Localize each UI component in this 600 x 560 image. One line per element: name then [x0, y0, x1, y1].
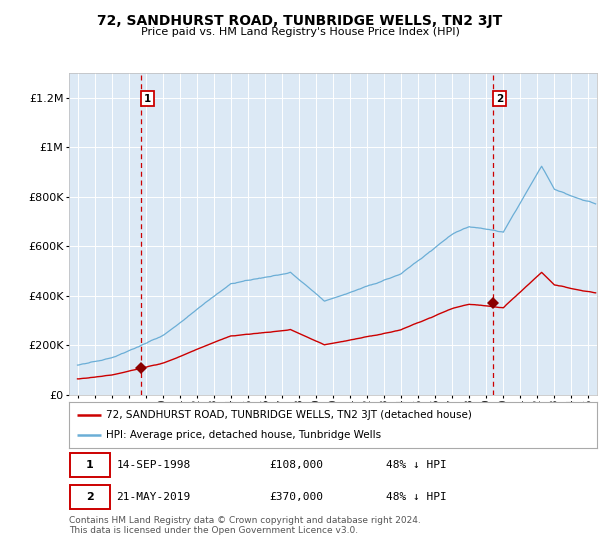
Text: HPI: Average price, detached house, Tunbridge Wells: HPI: Average price, detached house, Tunb…: [106, 430, 381, 440]
Text: Contains HM Land Registry data © Crown copyright and database right 2024.: Contains HM Land Registry data © Crown c…: [69, 516, 421, 525]
Text: 2: 2: [86, 492, 94, 502]
FancyBboxPatch shape: [70, 485, 110, 510]
FancyBboxPatch shape: [70, 453, 110, 477]
Text: £108,000: £108,000: [269, 460, 323, 470]
Text: 1: 1: [144, 94, 151, 104]
Text: 72, SANDHURST ROAD, TUNBRIDGE WELLS, TN2 3JT (detached house): 72, SANDHURST ROAD, TUNBRIDGE WELLS, TN2…: [106, 410, 472, 420]
Text: 21-MAY-2019: 21-MAY-2019: [116, 492, 191, 502]
Text: Price paid vs. HM Land Registry's House Price Index (HPI): Price paid vs. HM Land Registry's House …: [140, 27, 460, 37]
Text: 2: 2: [496, 94, 503, 104]
Text: £370,000: £370,000: [269, 492, 323, 502]
Text: This data is licensed under the Open Government Licence v3.0.: This data is licensed under the Open Gov…: [69, 526, 358, 535]
Text: 14-SEP-1998: 14-SEP-1998: [116, 460, 191, 470]
Text: 48% ↓ HPI: 48% ↓ HPI: [386, 460, 446, 470]
Text: 1: 1: [86, 460, 94, 470]
Text: 48% ↓ HPI: 48% ↓ HPI: [386, 492, 446, 502]
Text: 72, SANDHURST ROAD, TUNBRIDGE WELLS, TN2 3JT: 72, SANDHURST ROAD, TUNBRIDGE WELLS, TN2…: [97, 14, 503, 28]
